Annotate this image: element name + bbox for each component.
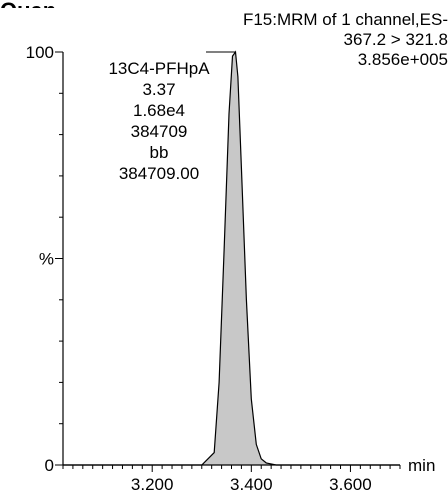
- x-tick-label: 3.400: [230, 475, 273, 494]
- peak-label-area-exact: 384709.00: [118, 164, 200, 183]
- peak-label-compound: 13C4-PFHpA: [108, 59, 210, 78]
- peak-label-height: 1.68e4: [133, 101, 185, 120]
- peak-area: [63, 52, 400, 465]
- trace-info: F15:MRM of 1 channel,ES- 367.2 > 321.8 3…: [243, 10, 448, 70]
- x-tick-label: 3.600: [329, 475, 372, 494]
- y-tick-label: 100: [26, 43, 54, 62]
- trace-line: [63, 50, 400, 466]
- trace-info-line: F15:MRM of 1 channel,ES-: [242, 10, 448, 29]
- peak-label-area: 384709: [130, 122, 188, 141]
- x-axis-label: min: [408, 456, 435, 475]
- title-fragment: Quan: [0, 0, 56, 8]
- peak-label: 13C4-PFHpA 3.37 1.68e4 384709 bb 384709.…: [104, 58, 214, 184]
- y-tick-label: 0: [45, 456, 54, 475]
- trace-info-line: 367.2 > 321.8: [343, 30, 448, 49]
- trace-info-line: 3.856e+005: [357, 50, 448, 69]
- x-tick-label: 3.200: [131, 475, 174, 494]
- y-tick-label: %: [39, 250, 54, 269]
- peak-label-type: bb: [149, 143, 169, 162]
- peak-label-rt: 3.37: [142, 80, 176, 99]
